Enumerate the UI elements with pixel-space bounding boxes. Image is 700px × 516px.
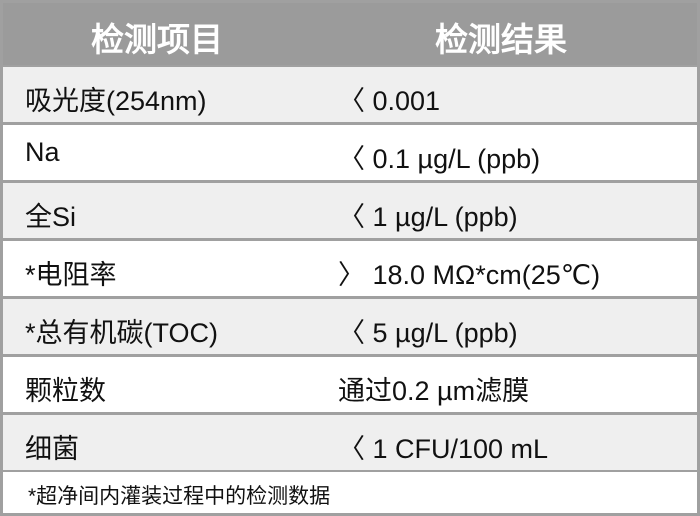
row-item: *总有机碳(TOC) xyxy=(25,318,218,348)
row-item: 颗粒数 xyxy=(25,376,106,406)
table-row: *总有机碳(TOC) 〈 5 µg/L (ppb) xyxy=(3,299,697,354)
header-item: 检测项目 xyxy=(91,21,223,58)
row-item: 细菌 xyxy=(25,434,79,464)
table-row: 细菌 〈 1 CFU/100 mL xyxy=(3,415,697,470)
row-item: 全Si xyxy=(25,202,77,232)
row-result: 〈 0.001 xyxy=(338,86,441,116)
footnote-text: *超净间内灌装过程中的检测数据 xyxy=(28,485,331,508)
row-result: 〈 1 CFU/100 mL xyxy=(338,434,549,464)
row-result: 〈 1 µg/L (ppb) xyxy=(338,202,518,232)
row-item: *电阻率 xyxy=(25,260,117,290)
table-row: Na 〈 0.1 µg/L (ppb) xyxy=(3,125,697,180)
header-result: 检测结果 xyxy=(435,21,567,58)
table-footnote: *超净间内灌装过程中的检测数据 xyxy=(3,472,697,513)
row-item: Na xyxy=(25,137,60,167)
row-item: 吸光度(254nm) xyxy=(25,86,207,116)
table-row: 全Si 〈 1 µg/L (ppb) xyxy=(3,183,697,238)
table-row: 吸光度(254nm) 〈 0.001 xyxy=(3,67,697,122)
row-result: 〈 5 µg/L (ppb) xyxy=(338,318,518,348)
table-header: 检测项目 检测结果 xyxy=(3,3,697,65)
table-row: *电阻率 〉 18.0 MΩ*cm(25℃) xyxy=(3,241,697,296)
row-result: 〉 18.0 MΩ*cm(25℃) xyxy=(338,260,601,290)
row-result: 通过0.2 µm滤膜 xyxy=(338,376,530,406)
table-row: 颗粒数 通过0.2 µm滤膜 xyxy=(3,357,697,412)
row-result: 〈 0.1 µg/L (ppb) xyxy=(338,144,541,174)
